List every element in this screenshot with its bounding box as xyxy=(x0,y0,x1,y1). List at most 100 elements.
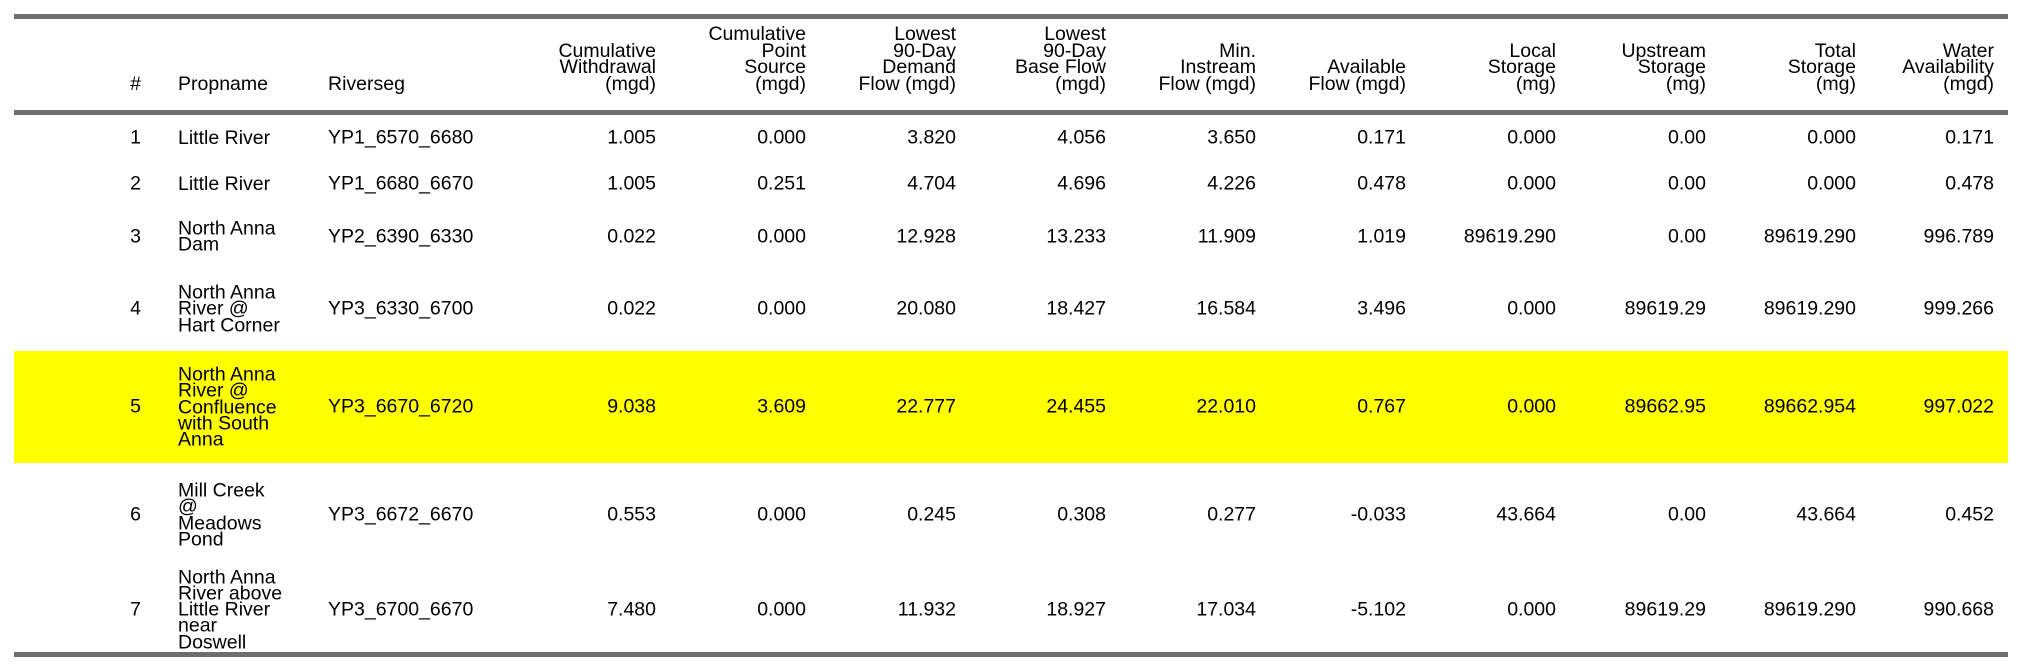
header-cumulative-point-source: Cumulative Point Source (mgd) xyxy=(708,23,806,95)
cell-water-availability: 997.022 xyxy=(1923,395,1995,418)
cell-water-availability: 0.171 xyxy=(1945,126,1994,149)
header-num: # xyxy=(130,72,141,95)
cell-upstream-storage: 89619.29 xyxy=(1624,598,1706,620)
header-upstream-storage: Upstream Storage (mg) xyxy=(1621,39,1706,95)
cell-local-storage: 0.000 xyxy=(1507,172,1556,195)
cell-local-storage: 89619.290 xyxy=(1463,225,1556,248)
header-lowest-demand-flow: Lowest 90-Day Demand Flow (mgd) xyxy=(858,23,956,95)
cell-cum-withdrawal: 1.005 xyxy=(607,126,656,149)
cell-local-storage: 0.000 xyxy=(1507,598,1556,620)
cell-lowest-base: 24.455 xyxy=(1046,395,1106,418)
cell-cum-point-source: 0.000 xyxy=(757,225,806,248)
cell-upstream-storage: 0.00 xyxy=(1668,126,1706,149)
cell-water-availability: 996.789 xyxy=(1923,225,1995,248)
cell-lowest-base: 18.927 xyxy=(1046,598,1106,620)
cell-total-storage: 89619.290 xyxy=(1763,598,1856,620)
cell-num: 6 xyxy=(130,503,141,526)
table-row: 7 North Anna River above Little River nea… xyxy=(14,567,2008,652)
cell-num: 3 xyxy=(130,225,141,248)
cell-lowest-demand: 0.245 xyxy=(907,503,956,526)
cell-lowest-base: 4.056 xyxy=(1057,126,1106,149)
top-rule xyxy=(14,14,2008,19)
cell-cum-point-source: 0.000 xyxy=(757,297,806,320)
cell-lowest-base: 13.233 xyxy=(1046,225,1106,248)
table-row: 5 North Anna River @ Confluence with Sout… xyxy=(14,351,2008,463)
cell-cum-withdrawal: 9.038 xyxy=(607,395,656,418)
table-row: 2 Little River YP1_6680_6670 1.005 0.251 4.70… xyxy=(14,161,2008,207)
cell-lowest-demand: 3.820 xyxy=(907,126,956,149)
cell-cum-withdrawal: 0.022 xyxy=(607,225,656,248)
cell-riverseg: YP1_6570_6680 xyxy=(328,126,474,149)
cell-propname: North Anna Dam xyxy=(178,217,276,256)
cell-cum-withdrawal: 1.005 xyxy=(607,172,656,195)
cell-min-instream: 11.909 xyxy=(1197,225,1256,248)
cell-cum-point-source: 0.000 xyxy=(757,126,806,149)
cell-lowest-base: 18.427 xyxy=(1046,297,1106,320)
cell-lowest-demand: 20.080 xyxy=(896,297,956,320)
cell-lowest-demand: 12.928 xyxy=(896,225,956,248)
bottom-rule xyxy=(14,652,2008,657)
cell-propname: North Anna River above Little River near… xyxy=(178,565,283,653)
cell-available-flow: 0.171 xyxy=(1357,126,1406,149)
cell-water-availability: 999.266 xyxy=(1923,297,1995,320)
table-row: 3 North Anna Dam YP2_6390_6330 0.022 0.000 12… xyxy=(14,207,2008,267)
table-row: 4 North Anna River @ Hart Corner YP3_6330_… xyxy=(14,267,2008,351)
cell-min-instream: 16.584 xyxy=(1196,297,1256,320)
cell-propname: North Anna River @ Hart Corner xyxy=(178,281,280,337)
cell-cum-point-source: 0.251 xyxy=(757,172,806,195)
cell-total-storage: 89662.954 xyxy=(1763,395,1856,418)
cell-total-storage: 89619.290 xyxy=(1763,297,1856,320)
cell-riverseg: YP1_6680_6670 xyxy=(328,172,474,195)
cell-available-flow: 0.478 xyxy=(1357,172,1406,195)
cell-num: 4 xyxy=(130,297,141,320)
cell-lowest-base: 0.308 xyxy=(1057,503,1106,526)
cell-available-flow: -0.033 xyxy=(1350,503,1406,526)
cell-min-instream: 0.277 xyxy=(1207,503,1256,526)
cell-propname: Mill Creek @ Meadows Pond xyxy=(178,479,265,551)
header-propname: Propname xyxy=(178,72,268,95)
cell-cum-withdrawal: 0.022 xyxy=(607,297,656,320)
cell-lowest-base: 4.696 xyxy=(1057,172,1106,195)
cell-water-availability: 0.452 xyxy=(1945,503,1994,526)
cell-propname: North Anna River @ Confluence with South… xyxy=(178,363,277,451)
cell-riverseg: YP3_6672_6670 xyxy=(328,503,474,526)
header-row: # Propname Riverseg Cumulative Withdrawa… xyxy=(14,19,2008,110)
cell-upstream-storage: 0.00 xyxy=(1668,172,1706,195)
cell-riverseg: YP3_6670_6720 xyxy=(328,395,474,418)
cell-upstream-storage: 89662.95 xyxy=(1624,395,1706,418)
cell-local-storage: 0.000 xyxy=(1507,395,1556,418)
cell-riverseg: YP2_6390_6330 xyxy=(328,225,474,248)
cell-cum-point-source: 0.000 xyxy=(757,598,806,620)
cell-local-storage: 43.664 xyxy=(1496,503,1556,526)
cell-min-instream: 4.226 xyxy=(1207,172,1256,195)
cell-riverseg: YP3_6330_6700 xyxy=(328,297,474,320)
table-row: 6 Mill Creek @ Meadows Pond YP3_6672_6670 0… xyxy=(14,463,2008,567)
header-available-flow: Available Flow (mgd) xyxy=(1308,56,1406,95)
cell-upstream-storage: 89619.29 xyxy=(1624,297,1706,320)
table-row: 1 Little River YP1_6570_6680 1.005 0.000 3.82… xyxy=(14,115,2008,161)
cell-lowest-demand: 11.932 xyxy=(897,598,956,620)
cell-num: 5 xyxy=(130,395,141,418)
cell-propname: Little River xyxy=(178,126,271,149)
cell-available-flow: 3.496 xyxy=(1357,297,1406,320)
cell-cum-withdrawal: 7.480 xyxy=(607,598,656,620)
cell-upstream-storage: 0.00 xyxy=(1668,225,1706,248)
cell-lowest-demand: 4.704 xyxy=(907,172,956,195)
cell-num: 7 xyxy=(130,598,141,620)
cell-num: 2 xyxy=(130,172,141,195)
cell-water-availability: 0.478 xyxy=(1945,172,1994,195)
cell-propname: Little River xyxy=(178,172,271,195)
header-total-storage: Total Storage (mg) xyxy=(1787,39,1856,95)
header-cumulative-withdrawal: Cumulative Withdrawal (mgd) xyxy=(558,39,656,95)
cell-total-storage: 0.000 xyxy=(1807,172,1856,195)
cell-min-instream: 22.010 xyxy=(1196,395,1256,418)
cell-min-instream: 17.034 xyxy=(1196,598,1256,620)
cell-total-storage: 89619.290 xyxy=(1763,225,1856,248)
cell-available-flow: -5.102 xyxy=(1350,598,1406,620)
header-water-availability: Water Availability (mgd) xyxy=(1902,39,1994,95)
cell-available-flow: 1.019 xyxy=(1357,225,1406,248)
cell-local-storage: 0.000 xyxy=(1507,297,1556,320)
cell-lowest-demand: 22.777 xyxy=(896,395,956,418)
header-riverseg: Riverseg xyxy=(328,72,405,95)
cell-riverseg: YP3_6700_6670 xyxy=(328,598,474,620)
